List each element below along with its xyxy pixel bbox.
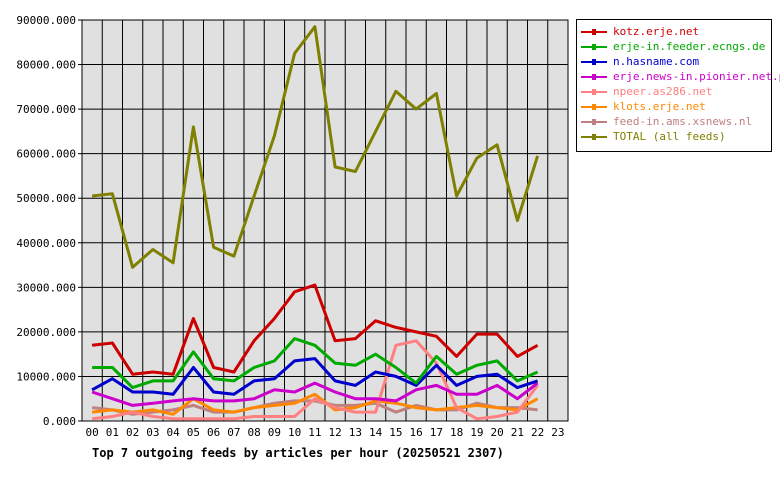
legend-marker [592, 74, 596, 80]
legend-label: klots.erje.net [613, 100, 706, 113]
series-line [92, 337, 539, 390]
series-line [91, 357, 539, 396]
chart-legend: kotz.erje.net erje-in.feeder.ecngs.de n.ha… [576, 19, 780, 152]
x-tick-label: 04 [167, 426, 181, 439]
x-tick-label: 07 [227, 426, 240, 439]
x-tick-label: 21 [511, 426, 524, 439]
y-tick-label: 30000.000 [16, 281, 76, 294]
y-tick-label: 50000.000 [16, 192, 76, 205]
y-tick-label: 80000.000 [16, 59, 76, 72]
x-tick-label: 02 [126, 426, 139, 439]
legend-marker [592, 44, 596, 50]
x-tick-label: 00 [86, 426, 99, 439]
x-tick-label: 17 [430, 426, 443, 439]
legend-marker [592, 134, 596, 140]
series-line [91, 392, 539, 416]
x-tick-label: 15 [389, 426, 402, 439]
x-tick-label: 06 [207, 426, 220, 439]
legend-marker [592, 119, 596, 125]
chart-title: Top 7 outgoing feeds by articles per hou… [92, 446, 504, 460]
x-tick-label: 12 [329, 426, 342, 439]
series-line [91, 25, 540, 269]
x-tick-label: 14 [369, 426, 383, 439]
legend-marker [592, 29, 596, 35]
x-tick-label: 20 [491, 426, 504, 439]
y-tick-label: 90000.000 [16, 14, 76, 27]
x-tick-label: 09 [268, 426, 281, 439]
legend-label: kotz.erje.net [613, 25, 700, 38]
legend-label: TOTAL (all feeds) [613, 130, 726, 143]
legend-label: erje-in.feeder.ecngs.de [613, 40, 766, 53]
y-tick-label: 10000.000 [16, 370, 76, 383]
y-tick-label: 60000.000 [16, 148, 76, 161]
legend-label: erje.news-in.pionier.net.pl [613, 70, 780, 83]
legend-marker [592, 59, 596, 65]
y-tick-label: 40000.000 [16, 237, 76, 250]
x-tick-label: 03 [146, 426, 159, 439]
x-tick-label: 05 [187, 426, 200, 439]
x-tick-label: 23 [551, 426, 564, 439]
x-tick-label: 11 [308, 426, 321, 439]
series-line [91, 381, 539, 407]
y-tick-label: 20000.000 [16, 326, 76, 339]
legend-marker [592, 104, 596, 110]
x-tick-label: 22 [531, 426, 544, 439]
x-tick-label: 18 [450, 426, 463, 439]
x-tick-label: 16 [410, 426, 423, 439]
x-tick-label: 13 [349, 426, 362, 439]
plot-border [81, 19, 569, 422]
legend-label: feed-in.ams.xsnews.nl [613, 115, 753, 128]
series-line [91, 283, 539, 376]
y-tick-label: 0.000 [43, 415, 76, 428]
y-tick-label: 70000.000 [16, 103, 76, 116]
x-tick-label: 19 [470, 426, 483, 439]
x-tick-label: 08 [248, 426, 261, 439]
legend-label: npeer.as286.net [613, 85, 713, 98]
x-tick-label: 10 [288, 426, 301, 439]
series-line [91, 339, 539, 421]
legend-marker [592, 89, 596, 95]
x-tick-label: 01 [106, 426, 119, 439]
legend-label: n.hasname.com [613, 55, 700, 68]
